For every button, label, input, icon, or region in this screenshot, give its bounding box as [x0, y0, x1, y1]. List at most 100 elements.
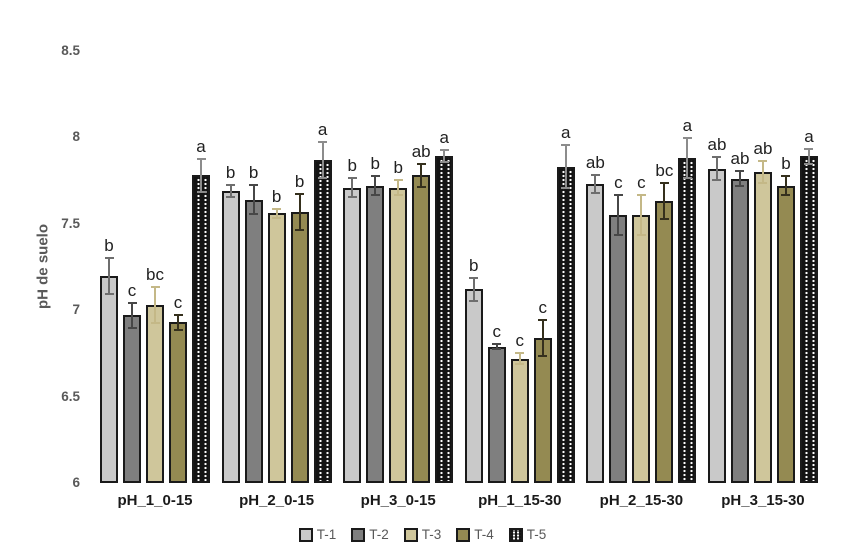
eb-cap-top [196, 158, 206, 161]
eb-line [564, 144, 567, 190]
bar-t-3 [267, 213, 286, 483]
significance-letter: ab [585, 152, 605, 172]
eb-cap-bot [804, 163, 814, 166]
eb-line [663, 182, 666, 221]
eb-cap-bot [682, 176, 692, 179]
bar-slot: b [366, 51, 385, 483]
legend-item-t-4: T-4 [456, 527, 494, 542]
significance-letter: a [561, 123, 571, 143]
legend-label: T-2 [369, 527, 389, 542]
legend-item-t-5: T-5 [508, 527, 547, 542]
eb-cap-top [469, 277, 479, 280]
eb-cap-bot [347, 195, 357, 198]
eb-line [397, 178, 400, 197]
bar-slot: c [123, 51, 141, 483]
bar-slot: c [169, 51, 187, 483]
eb-cap-top [682, 137, 692, 140]
bar-slot: c [487, 51, 506, 483]
significance-letter: bc [655, 161, 674, 181]
significance-letter: a [439, 128, 449, 148]
y-tick-label: 7.5 [61, 215, 80, 231]
eb-line [738, 170, 741, 188]
legend-label: T-5 [526, 527, 547, 542]
eb-cap-top [249, 184, 259, 187]
eb-cap-top [561, 144, 571, 147]
legend: T-1 T-2 T-3 T-4 T-5 [0, 527, 845, 542]
eb-line [784, 175, 787, 197]
legend-swatch-icon [298, 527, 313, 542]
eb-cap-bot [272, 216, 282, 219]
eb-line [617, 194, 620, 236]
eb-cap-top [492, 343, 502, 346]
category-label: pH_3_15-30 [721, 492, 805, 509]
eb-cap-bot [590, 192, 600, 195]
eb-cap-bot [295, 228, 305, 231]
eb-line [351, 177, 354, 198]
bar-group: b c bc c a [100, 51, 210, 483]
bar-slot: ab [754, 51, 772, 483]
bar-slot: a [192, 51, 210, 483]
significance-letter: c [637, 173, 646, 193]
eb-line [131, 301, 133, 330]
significance-letter: b [469, 256, 479, 276]
eb-line [518, 351, 521, 366]
bar-t-4 [412, 175, 431, 483]
bar-slot: b [221, 51, 240, 483]
bar-t-1 [343, 187, 362, 483]
bar-slot: b [776, 51, 795, 483]
significance-letter: c [127, 280, 137, 300]
eb-line [761, 159, 764, 185]
eb-cap-top [590, 173, 600, 176]
eb-line [807, 147, 810, 166]
legend-swatch-icon [456, 527, 471, 542]
eb-line [686, 137, 689, 179]
bar-t-2 [123, 315, 141, 483]
y-tick-label: 7 [72, 302, 80, 318]
significance-letter: ab [707, 135, 727, 155]
bar-t-4 [290, 211, 309, 483]
bar-t-1 [464, 289, 483, 483]
eb-cap-top [393, 178, 403, 181]
eb-cap-top [659, 182, 669, 185]
eb-cap-bot [781, 194, 791, 197]
eb-cap-bot [318, 176, 328, 179]
bar-slot: c [609, 51, 628, 483]
bar-slot: b [389, 51, 408, 483]
significance-letter: bc [146, 265, 164, 284]
eb-cap-bot [659, 218, 669, 221]
plot-area: b c bc c a b b b b a b b b ab a b c c c a ab c c bc a ab ab ab b a [100, 51, 818, 483]
bar-t-4 [776, 185, 795, 483]
eb-cap-bot [561, 187, 571, 190]
significance-letter: ab [730, 149, 750, 169]
significance-letter: a [804, 126, 814, 146]
eb-cap-top [758, 159, 768, 162]
significance-letter: c [538, 297, 548, 317]
eb-cap-bot [515, 363, 525, 366]
bar-t-4 [169, 322, 187, 483]
significance-letter: c [515, 330, 525, 350]
significance-letter: ab [411, 142, 431, 162]
bar-slot: a [678, 51, 697, 483]
legend-label: T-4 [474, 527, 494, 542]
significance-letter: b [347, 156, 357, 176]
eb-cap-top [439, 149, 449, 152]
legend-item-t-1: T-1 [298, 527, 336, 542]
category-label: pH_2_0-15 [239, 492, 315, 509]
eb-cap-bot [416, 185, 426, 188]
legend-item-t-2: T-2 [351, 527, 389, 542]
eb-cap-top [150, 286, 160, 288]
significance-letter: b [781, 154, 791, 174]
eb-line [541, 318, 544, 357]
eb-cap-bot [538, 354, 548, 357]
bar-t-1 [707, 168, 726, 483]
eb-line [640, 194, 643, 236]
eb-cap-bot [492, 347, 502, 350]
bar-t-4 [533, 337, 552, 483]
bar-t-5 [678, 158, 697, 483]
eb-cap-bot [758, 182, 768, 185]
significance-letter: a [317, 119, 328, 139]
eb-cap-bot [226, 195, 236, 198]
eb-cap-bot [636, 233, 646, 236]
